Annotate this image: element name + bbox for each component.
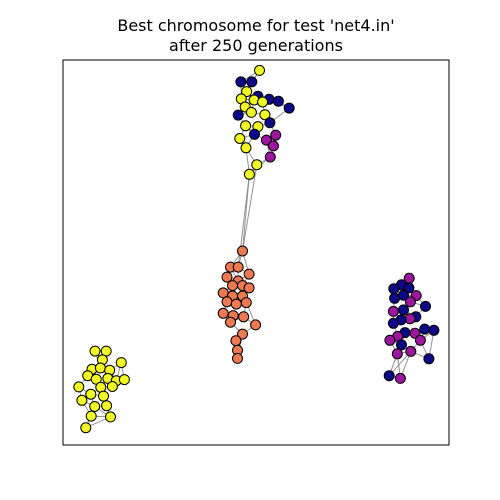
- graph-node: [89, 345, 101, 357]
- graph-node: [217, 307, 229, 319]
- graph-node: [250, 319, 262, 331]
- graph-node: [394, 372, 406, 384]
- graph-node: [423, 353, 435, 365]
- graph-node: [85, 410, 97, 422]
- graph-node: [240, 297, 252, 309]
- graph-node: [243, 268, 255, 280]
- graph-node: [238, 311, 250, 323]
- graph-node: [398, 304, 409, 316]
- graph-node: [270, 129, 282, 141]
- graph-node: [404, 313, 416, 325]
- graph-node: [106, 381, 118, 392]
- graph-node: [237, 328, 248, 340]
- graph-node: [403, 282, 415, 294]
- graph-node: [232, 109, 244, 121]
- graph-node: [80, 422, 92, 434]
- graph-node: [264, 117, 276, 129]
- graph-node: [115, 357, 127, 369]
- graph-node: [267, 140, 279, 152]
- title-line-1: Best chromosome for test 'net4.in': [117, 16, 394, 35]
- graph-node: [227, 280, 238, 292]
- graph-node: [283, 102, 295, 114]
- graph-node: [232, 261, 244, 273]
- graph-node: [230, 298, 242, 310]
- graph-node: [388, 283, 400, 295]
- graph-node: [221, 271, 233, 283]
- graph-node: [419, 323, 431, 335]
- graph-node: [98, 390, 109, 402]
- graph-node: [389, 292, 401, 304]
- graph-node: [234, 133, 246, 144]
- graph-node: [257, 96, 269, 108]
- graph-node: [118, 374, 130, 386]
- graph-node: [260, 134, 272, 146]
- graph-node: [251, 159, 263, 171]
- graph-node: [246, 76, 258, 88]
- graph-node: [396, 339, 407, 351]
- graph-node: [245, 106, 257, 118]
- graph-node: [232, 352, 243, 364]
- graph-node: [383, 370, 395, 382]
- graph-node: [249, 128, 260, 140]
- graph-node: [221, 296, 233, 308]
- graph-node: [89, 401, 101, 412]
- graph-node: [428, 324, 440, 336]
- graph-node: [243, 282, 255, 294]
- graph-node: [272, 95, 284, 107]
- graph-node: [241, 86, 253, 98]
- graph-node: [225, 316, 236, 328]
- graph-node: [85, 388, 97, 400]
- graph-node: [240, 120, 252, 132]
- graph-node: [101, 400, 113, 412]
- node-layer: [73, 64, 440, 434]
- graph-node: [414, 334, 426, 346]
- graph-node: [254, 64, 265, 76]
- graph-node: [259, 109, 271, 121]
- graph-node: [404, 296, 416, 308]
- graph-node: [240, 142, 252, 154]
- graph-node: [243, 168, 255, 180]
- graph-node: [405, 345, 417, 357]
- graph-node: [230, 335, 242, 347]
- graph-node: [384, 334, 396, 346]
- graph-node: [76, 394, 88, 406]
- bridge-edge: [242, 164, 258, 252]
- graph-node: [90, 373, 102, 385]
- graph-node: [105, 411, 116, 423]
- graph-node: [235, 76, 247, 88]
- graph-node: [237, 245, 248, 257]
- title-line-2: after 250 generations: [169, 36, 343, 55]
- graph-node: [387, 317, 399, 329]
- graph-node: [387, 305, 399, 317]
- graph-node: [391, 348, 403, 360]
- graph-node: [264, 151, 276, 163]
- graph-node: [73, 381, 85, 393]
- axes-frame: [62, 59, 450, 446]
- graph-node: [94, 362, 106, 374]
- graph-node: [420, 300, 431, 312]
